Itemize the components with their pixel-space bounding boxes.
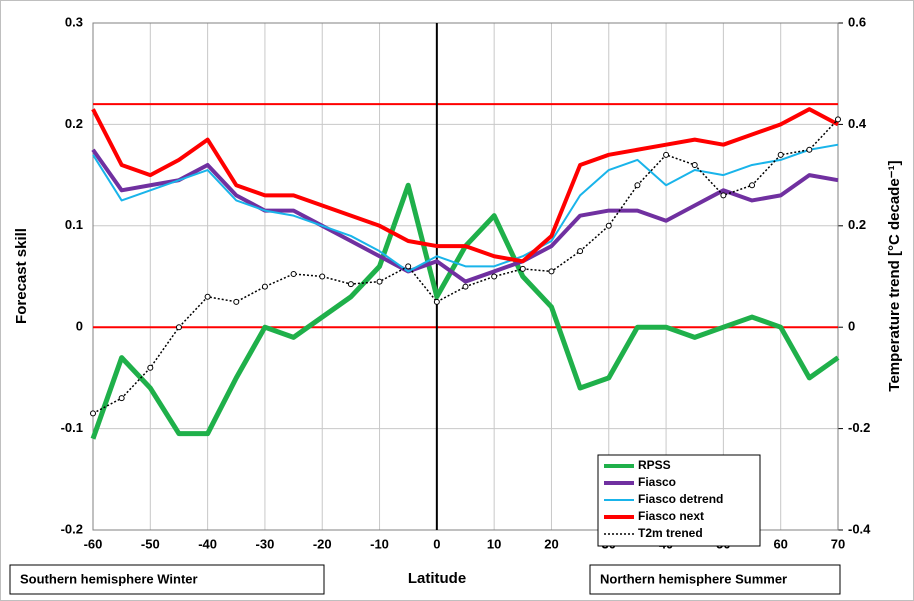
y-axis-label: Forecast skill [13,228,30,324]
point [175,324,182,331]
point [347,281,354,288]
x-tick-label: 20 [544,536,558,551]
point [90,410,96,417]
legend-label: Fiasco next [638,509,704,523]
point [691,161,698,168]
x-tick-label: 70 [831,536,845,551]
point [605,222,612,229]
point [405,263,412,270]
plot-border [92,22,839,531]
y-tick-label: 0.1 [65,217,83,232]
point [433,298,440,305]
y2-tick-label: 0.6 [848,14,866,29]
annotation: Northern hemisphere Summer [600,571,787,586]
x-tick-label: -40 [198,536,217,551]
x-tick-label: -20 [313,536,332,551]
point [290,270,297,277]
point [147,364,154,371]
point [261,283,268,290]
x-tick-label: -50 [141,536,160,551]
point [519,265,526,272]
series-line [91,148,839,284]
point [319,273,326,280]
annotation-box [589,564,841,595]
y-tick-label: -0.1 [61,420,83,435]
point [663,151,670,158]
y-tick-label: 0 [76,319,83,334]
point [118,395,125,402]
annotation-box [9,564,325,595]
y-tick-label: -0.2 [61,521,83,536]
point [634,182,641,189]
legend-label: Fiasco detrend [638,492,723,506]
x-tick-label: -60 [84,536,103,551]
x-tick-label: -10 [370,536,389,551]
x-tick-label: 10 [487,536,501,551]
point [835,116,841,123]
point [491,273,498,280]
point [749,182,756,189]
x-tick-label: 60 [773,536,787,551]
point [204,293,211,300]
legend-label: RPSS [638,458,671,472]
series-line [92,143,839,273]
point [548,268,555,275]
legend-label: Fiasco [638,475,676,489]
x-axis-label: Latitude [408,570,466,587]
point [720,192,727,199]
y2-tick-label: 0.2 [848,217,866,232]
y-tick-label: 0.2 [65,116,83,131]
point [577,248,584,255]
y-tick-label: 0.3 [65,14,83,29]
point [376,278,383,285]
y2-tick-label: 0 [848,319,855,334]
x-tick-label: -30 [256,536,275,551]
y2-axis-label: Temperature trend [°C decade⁻¹] [886,160,903,391]
series-line [91,107,839,264]
y2-tick-label: -0.2 [848,420,870,435]
point [806,146,813,153]
point [777,151,784,158]
y2-tick-label: 0.4 [848,116,867,131]
point [462,283,469,290]
point [233,298,240,305]
annotation: Southern hemisphere Winter [20,571,198,586]
x-tick-label: 0 [433,536,440,551]
y2-tick-label: -0.4 [848,521,871,536]
legend-label: T2m trened [638,526,703,540]
